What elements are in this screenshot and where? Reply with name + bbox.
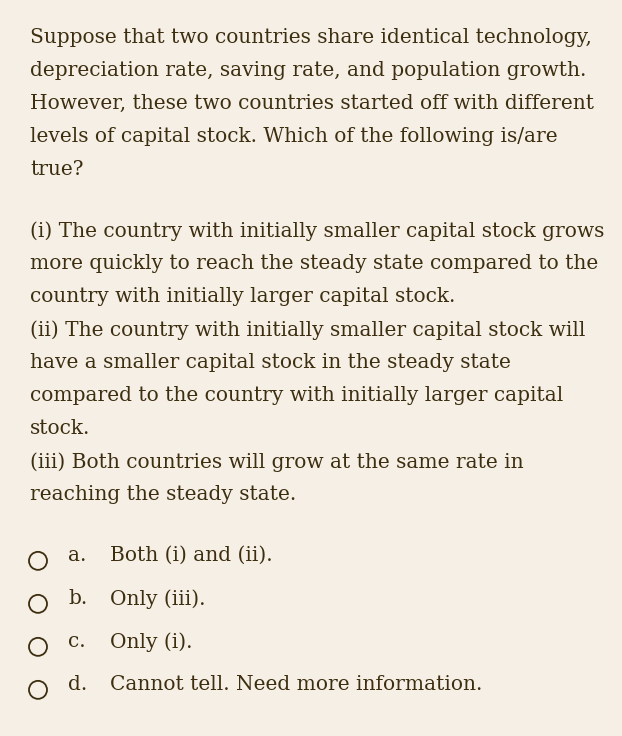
Text: have a smaller capital stock in the steady state: have a smaller capital stock in the stea… xyxy=(30,353,511,372)
Text: country with initially larger capital stock.: country with initially larger capital st… xyxy=(30,287,455,306)
Text: reaching the steady state.: reaching the steady state. xyxy=(30,485,296,504)
Text: compared to the country with initially larger capital: compared to the country with initially l… xyxy=(30,386,564,405)
Text: levels of capital stock. Which of the following is/are: levels of capital stock. Which of the fo… xyxy=(30,127,558,146)
Text: (ii) The country with initially smaller capital stock will: (ii) The country with initially smaller … xyxy=(30,320,585,339)
Text: Both (i) and (ii).: Both (i) and (ii). xyxy=(110,546,272,565)
Text: Only (i).: Only (i). xyxy=(110,632,192,651)
Text: (iii) Both countries will grow at the same rate in: (iii) Both countries will grow at the sa… xyxy=(30,452,524,472)
Text: depreciation rate, saving rate, and population growth.: depreciation rate, saving rate, and popu… xyxy=(30,61,587,80)
Text: However, these two countries started off with different: However, these two countries started off… xyxy=(30,94,594,113)
Text: b.: b. xyxy=(68,589,87,608)
Text: more quickly to reach the steady state compared to the: more quickly to reach the steady state c… xyxy=(30,254,598,273)
Text: Only (iii).: Only (iii). xyxy=(110,589,205,609)
Text: c.: c. xyxy=(68,632,86,651)
Text: (i) The country with initially smaller capital stock grows: (i) The country with initially smaller c… xyxy=(30,221,605,241)
Text: Suppose that two countries share identical technology,: Suppose that two countries share identic… xyxy=(30,28,592,47)
Text: Cannot tell. Need more information.: Cannot tell. Need more information. xyxy=(110,675,483,694)
Text: d.: d. xyxy=(68,675,87,694)
Text: true?: true? xyxy=(30,160,83,179)
Text: stock.: stock. xyxy=(30,419,90,438)
Text: a.: a. xyxy=(68,546,86,565)
